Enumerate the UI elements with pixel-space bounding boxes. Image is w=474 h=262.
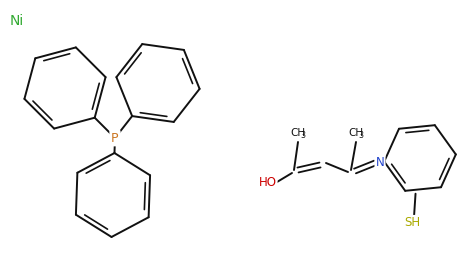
Text: P: P xyxy=(111,132,119,145)
Text: CH: CH xyxy=(348,128,363,138)
Text: 3: 3 xyxy=(358,131,364,140)
Text: CH: CH xyxy=(290,128,305,138)
Text: Ni: Ni xyxy=(10,14,24,28)
Text: SH: SH xyxy=(404,216,420,228)
Text: HO: HO xyxy=(259,177,277,189)
Text: 3: 3 xyxy=(301,131,306,140)
Text: N: N xyxy=(375,156,384,168)
